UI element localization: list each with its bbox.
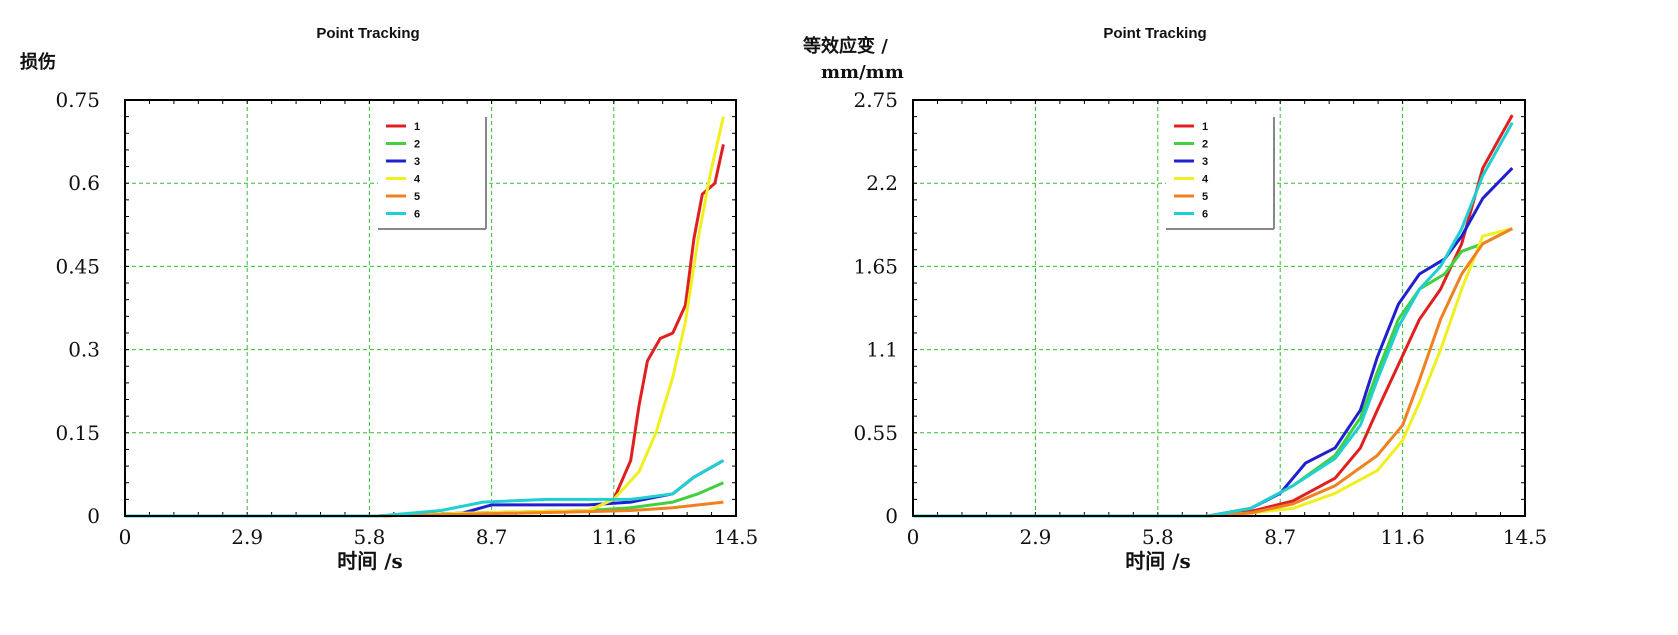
legend: 1 2 3 4 5 6 [378,117,487,230]
legend: 1 2 3 4 5 6 [1166,117,1275,230]
y-axis-label: 损伤 [20,51,56,73]
y-tick-label: 0.3 [68,338,100,362]
y-tick-label: 1.65 [853,254,898,278]
x-tick-label: 11.6 [1380,525,1425,549]
x-tick-label: 8.7 [1264,525,1296,549]
series-line-6 [913,121,1514,518]
legend-label: 6 [414,209,420,221]
y-axis-label: mm/mm [821,62,904,83]
series-line-5 [125,500,724,518]
right-chart: Point Tracking 等效应变 / mm/mm 0 2.9 5.8 8.7 11.6 1… [803,25,1547,573]
x-tick-label: 2.9 [1019,525,1051,549]
x-axis-label: 时间 /s [1125,549,1191,573]
legend-label: 2 [414,139,420,151]
legend-label: 2 [1202,139,1208,151]
legend-label: 4 [1202,174,1209,186]
y-tick-label: 2.75 [853,88,898,112]
y-tick-label: 2.2 [866,171,898,195]
y-tick-label: 0.55 [853,421,898,445]
legend-label: 1 [414,121,420,133]
plot-frame [912,99,1526,517]
x-tick-label: 5.8 [1142,525,1174,549]
x-tick-label: 14.5 [1503,525,1548,549]
x-tick-label: 0 [907,525,920,549]
left-chart: Point Tracking 损伤 0 2.9 5.8 8.7 11.6 14.5 0 0.15 0… [20,25,758,573]
y-tick-label: 0 [87,504,100,528]
legend-label: 4 [414,174,421,186]
legend-box [1166,117,1274,229]
x-tick-label: 8.7 [476,525,508,549]
y-tick-label: 0.75 [55,88,100,112]
plot-frame [124,99,737,517]
legend-label: 1 [1202,121,1208,133]
chart-title: Point Tracking [1103,25,1206,42]
x-tick-label: 0 [119,525,132,549]
x-tick-label: 11.6 [592,525,637,549]
chart-title: Point Tracking [316,25,419,42]
legend-label: 5 [414,191,420,203]
series-line-6 [125,459,725,518]
legend-box [378,117,486,229]
y-axis-label: 等效应变 / [803,35,888,57]
legend-label: 3 [414,156,420,168]
y-tick-label: 0.6 [68,171,100,195]
x-tick-label: 5.8 [353,525,385,549]
x-tick-label: 14.5 [714,525,759,549]
x-tick-label: 2.9 [231,525,263,549]
y-tick-label: 0.15 [55,421,100,445]
legend-label: 5 [1202,191,1208,203]
series-line-5 [913,227,1513,518]
y-tick-label: 0.45 [55,254,100,278]
y-tick-label: 1.1 [866,338,898,362]
y-tick-label: 0 [885,504,898,528]
x-axis-label: 时间 /s [337,549,403,573]
legend-label: 6 [1202,209,1208,221]
legend-label: 3 [1202,156,1208,168]
